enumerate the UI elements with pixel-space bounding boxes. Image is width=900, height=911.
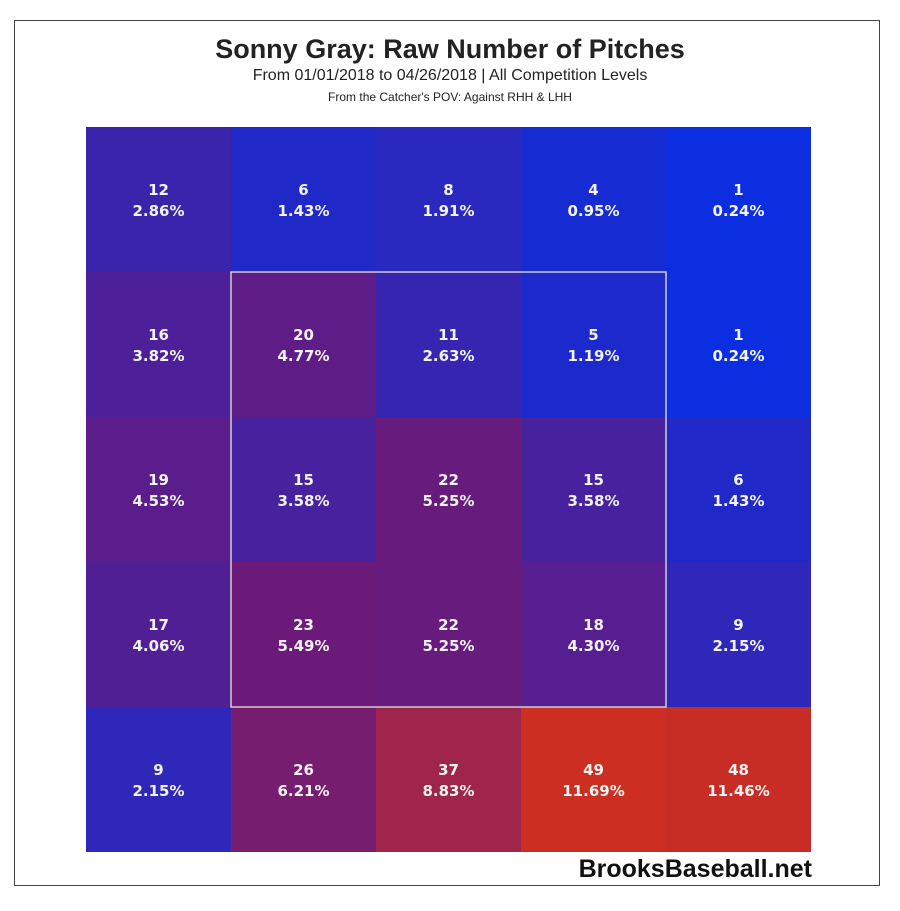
chart-subtitle-pov: From the Catcher's POV: Against RHH & LH… (328, 90, 572, 104)
cell-count-label: 8 (443, 181, 453, 199)
heat-cell (86, 562, 231, 707)
cell-percent-label: 11.69% (562, 782, 624, 800)
heat-cell (666, 707, 811, 852)
heat-cell (521, 562, 666, 707)
cell-count-label: 12 (148, 181, 169, 199)
heat-cell (231, 562, 376, 707)
heat-cell (521, 417, 666, 562)
heat-cell (231, 707, 376, 852)
brand-watermark: BrooksBaseball.net (578, 855, 812, 883)
cell-percent-label: 1.91% (422, 202, 474, 220)
heat-cell (86, 127, 231, 272)
heat-cell (376, 127, 521, 272)
cell-percent-label: 4.77% (277, 347, 329, 365)
heat-cell (521, 127, 666, 272)
cell-count-label: 5 (588, 326, 598, 344)
cell-percent-label: 2.15% (132, 782, 184, 800)
cell-percent-label: 4.30% (567, 637, 619, 655)
heat-cell (376, 562, 521, 707)
cell-percent-label: 3.58% (567, 492, 619, 510)
cell-percent-label: 5.25% (422, 492, 474, 510)
heat-cell (86, 417, 231, 562)
cell-count-label: 17 (148, 616, 169, 634)
cell-percent-label: 3.82% (132, 347, 184, 365)
heat-cell (666, 127, 811, 272)
cell-percent-label: 8.83% (422, 782, 474, 800)
cell-count-label: 9 (153, 761, 163, 779)
cell-percent-label: 4.06% (132, 637, 184, 655)
heat-cell (521, 272, 666, 417)
cell-count-label: 16 (148, 326, 169, 344)
cell-count-label: 20 (293, 326, 314, 344)
heat-cell (86, 272, 231, 417)
cell-percent-label: 0.95% (567, 202, 619, 220)
cell-count-label: 49 (583, 761, 604, 779)
cell-count-label: 18 (583, 616, 604, 634)
cell-percent-label: 6.21% (277, 782, 329, 800)
cell-percent-label: 2.86% (132, 202, 184, 220)
heat-cell (666, 272, 811, 417)
chart-subtitle: From 01/01/2018 to 04/26/2018 | All Comp… (252, 67, 648, 84)
heat-cell (521, 707, 666, 852)
cell-count-label: 6 (733, 471, 743, 489)
cell-percent-label: 0.24% (712, 202, 764, 220)
cell-percent-label: 1.19% (567, 347, 619, 365)
cell-count-label: 15 (583, 471, 604, 489)
cell-count-label: 1 (733, 326, 743, 344)
heat-cell (666, 562, 811, 707)
heat-cell (231, 272, 376, 417)
cell-count-label: 22 (438, 471, 459, 489)
cell-count-label: 26 (293, 761, 314, 779)
cell-count-label: 19 (148, 471, 169, 489)
heat-cell (86, 707, 231, 852)
heat-cell (376, 272, 521, 417)
cell-count-label: 22 (438, 616, 459, 634)
cell-percent-label: 1.43% (712, 492, 764, 510)
cell-percent-label: 3.58% (277, 492, 329, 510)
cell-count-label: 23 (293, 616, 314, 634)
cell-percent-label: 2.63% (422, 347, 474, 365)
cell-count-label: 15 (293, 471, 314, 489)
cell-percent-label: 2.15% (712, 637, 764, 655)
cell-percent-label: 4.53% (132, 492, 184, 510)
cell-count-label: 4 (588, 181, 598, 199)
strike-zone-box (230, 271, 667, 708)
cell-count-label: 48 (728, 761, 749, 779)
cell-percent-label: 5.25% (422, 637, 474, 655)
chart-title: Sonny Gray: Raw Number of Pitches (215, 34, 685, 64)
heat-cell (666, 417, 811, 562)
cell-percent-label: 1.43% (277, 202, 329, 220)
cell-percent-label: 0.24% (712, 347, 764, 365)
cell-percent-label: 11.46% (707, 782, 769, 800)
heat-cell (376, 417, 521, 562)
heat-cell (231, 417, 376, 562)
heat-cell (231, 127, 376, 272)
cell-count-label: 37 (438, 761, 459, 779)
cell-count-label: 6 (298, 181, 308, 199)
cell-count-label: 11 (438, 326, 459, 344)
cell-count-label: 9 (733, 616, 743, 634)
cell-percent-label: 5.49% (277, 637, 329, 655)
heat-cell (376, 707, 521, 852)
cell-count-label: 1 (733, 181, 743, 199)
